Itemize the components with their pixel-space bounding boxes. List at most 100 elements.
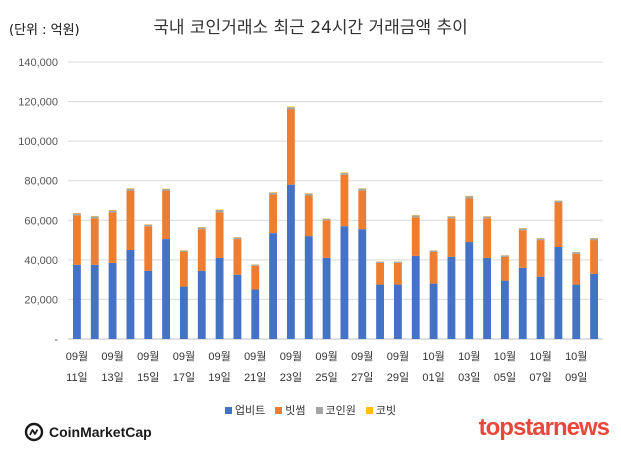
bar-stack <box>483 216 492 339</box>
bar-segment <box>215 257 224 339</box>
bar-segment <box>251 289 260 339</box>
bar-segment <box>162 239 171 339</box>
bar-segment <box>483 218 492 258</box>
legend-item: 코빗 <box>365 402 397 418</box>
bar-stack <box>411 214 420 339</box>
bar-segment <box>500 255 509 257</box>
legend: 업비트 빗썸 코인원 코빗 <box>0 402 621 418</box>
x-tick-month: 09월 <box>387 350 409 363</box>
bar-segment <box>358 190 367 230</box>
bar-segment <box>197 227 206 230</box>
legend-label: 빗썸 <box>285 404 306 417</box>
bar-segment <box>144 224 153 227</box>
bar-segment <box>447 256 456 339</box>
legend-label: 코빗 <box>375 404 397 417</box>
bar-segment <box>126 190 135 250</box>
bar-segment <box>429 251 438 284</box>
x-tick-month: 10월 <box>494 350 516 363</box>
bar-stack <box>393 261 402 339</box>
x-tick-day: 15일 <box>137 370 159 384</box>
x-tick-day: 25일 <box>315 370 337 384</box>
bar-stack <box>376 261 385 339</box>
bar-segment <box>590 240 599 274</box>
x-tick-month: 09월 <box>208 350 230 363</box>
bar-segment <box>179 251 188 287</box>
bar-segment <box>108 262 117 339</box>
y-tick-label: 20,000 <box>24 294 58 306</box>
bar-segment <box>590 273 599 339</box>
bar-stack <box>144 224 153 339</box>
bar-segment <box>447 218 456 257</box>
bar-segment <box>554 202 563 247</box>
bar-segment <box>554 246 563 339</box>
bar-stack <box>554 200 563 339</box>
bar-segment <box>447 216 456 219</box>
coinmarketcap-logo: CoinMarketCap <box>24 422 152 442</box>
x-tick-month: 09월 <box>280 350 302 363</box>
bar-stack <box>572 251 581 339</box>
bar-segment <box>90 218 99 265</box>
bar-segment <box>108 210 117 213</box>
bar-stack <box>126 188 135 339</box>
topstarnews-logo: topstarnews <box>478 414 610 441</box>
x-tick-day: 01일 <box>422 370 444 384</box>
bar-segment <box>483 257 492 339</box>
bar-segment <box>340 174 349 227</box>
legend-item: 코인원 <box>315 402 356 418</box>
bar-segment <box>465 196 474 199</box>
x-tick-month: 10월 <box>565 350 587 363</box>
bar-segment <box>126 188 135 191</box>
bar-segment <box>429 250 438 252</box>
bar-segment <box>500 280 509 339</box>
bars <box>72 106 599 339</box>
bar-segment <box>322 218 331 221</box>
bar-stack <box>286 106 295 339</box>
bar-segment <box>483 216 492 219</box>
bar-segment <box>269 192 278 195</box>
x-tick-day: 19일 <box>208 370 230 384</box>
bar-segment <box>197 270 206 339</box>
y-tick-label: 100,000 <box>18 136 58 148</box>
bar-segment <box>215 212 224 258</box>
bar-segment <box>393 261 402 263</box>
bar-segment <box>500 256 509 281</box>
x-tick-month: 10월 <box>529 350 551 363</box>
bar-stack <box>429 250 438 339</box>
bar-segment <box>358 188 367 191</box>
bar-segment <box>233 274 242 339</box>
bar-segment <box>72 215 81 265</box>
bar-stack <box>518 228 527 339</box>
bar-segment <box>286 184 295 339</box>
bar-segment <box>304 236 313 339</box>
bar-segment <box>251 264 260 266</box>
bar-stack <box>465 195 474 339</box>
x-tick-day: 29일 <box>387 370 409 384</box>
bar-segment <box>411 255 420 339</box>
gridlines <box>68 61 603 340</box>
unit-label: (단위 : 억원) <box>9 23 80 38</box>
bar-segment <box>233 239 242 275</box>
bar-stack <box>447 216 456 339</box>
bar-segment <box>572 284 581 339</box>
x-tick-month: 09월 <box>101 350 123 363</box>
bar-segment <box>108 212 117 263</box>
bar-stack <box>197 227 206 339</box>
bar-segment <box>536 238 545 241</box>
bar-segment <box>340 172 349 175</box>
legend-label: 코인원 <box>325 404 356 417</box>
chart-title: 국내 코인거래소 최근 24시간 거래금액 추이 <box>153 18 468 38</box>
bar-stack <box>590 237 599 339</box>
bar-stack <box>322 218 331 339</box>
x-tick-day: 21일 <box>244 370 266 384</box>
x-tick-day: 13일 <box>101 370 123 384</box>
bar-segment <box>179 250 188 252</box>
bar-segment <box>286 109 295 185</box>
bar-segment <box>465 242 474 339</box>
bar-segment <box>215 209 224 213</box>
bar-stack <box>233 237 242 339</box>
bar-segment <box>572 252 581 254</box>
bar-segment <box>90 216 99 219</box>
bar-segment <box>162 189 171 191</box>
x-tick-day: 05일 <box>494 370 516 384</box>
bar-segment <box>518 267 527 339</box>
